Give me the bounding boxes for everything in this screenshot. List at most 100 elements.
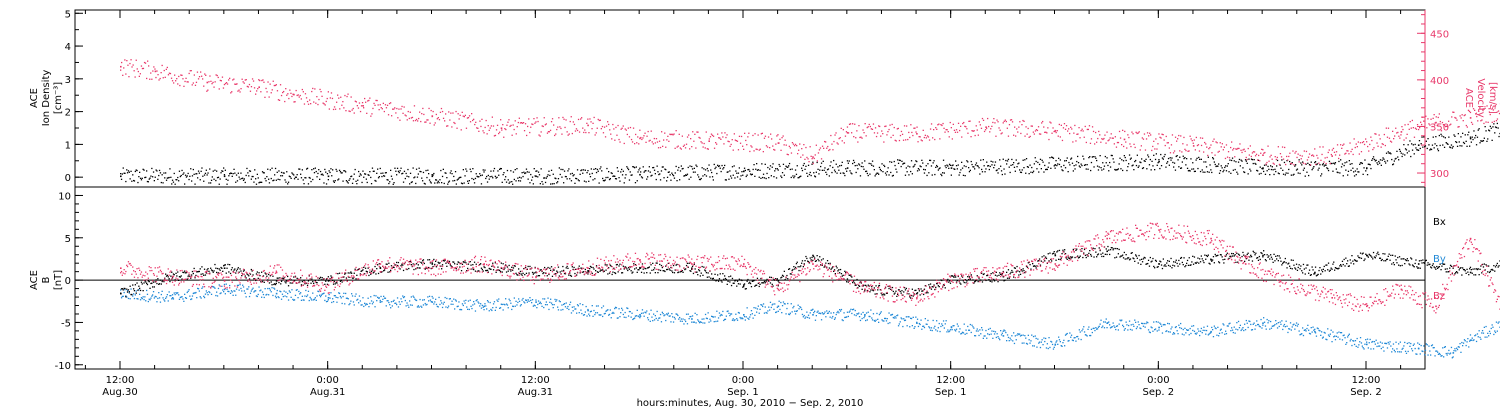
density-point <box>269 169 271 171</box>
density-point <box>467 182 470 184</box>
by-point <box>1243 329 1245 332</box>
velocity-point <box>222 87 225 89</box>
by-point <box>1289 322 1292 324</box>
by-point <box>286 296 288 298</box>
density-point <box>632 166 634 168</box>
density-point <box>492 177 494 179</box>
velocity-point <box>434 122 436 124</box>
density-point <box>871 160 874 162</box>
by-point <box>673 316 676 319</box>
velocity-point <box>397 117 399 119</box>
velocity-point <box>953 129 956 131</box>
density-point <box>287 181 290 183</box>
by-point <box>370 296 372 298</box>
by-point <box>1217 326 1219 328</box>
velocity-point <box>1435 116 1437 118</box>
density-point <box>1070 158 1072 160</box>
by-point <box>1339 338 1341 340</box>
density-point <box>668 171 670 173</box>
x-axis: 12:00Aug.300:00Aug.3112:00Aug.310:00Sep.… <box>102 10 1382 398</box>
by-point <box>1379 341 1382 343</box>
velocity-point <box>651 141 653 143</box>
density-point <box>971 163 973 166</box>
density-point <box>1220 165 1222 167</box>
by-point <box>1223 324 1225 326</box>
by-point <box>503 303 505 305</box>
density-point <box>1069 164 1071 166</box>
by-point <box>890 314 892 316</box>
velocity-point <box>333 106 336 108</box>
by-point <box>1429 350 1431 352</box>
velocity-point <box>983 130 986 133</box>
density-point <box>504 178 506 181</box>
by-point <box>763 312 766 314</box>
by-point <box>592 315 594 317</box>
velocity-point <box>1253 151 1256 153</box>
by-point <box>987 328 990 330</box>
density-point <box>1420 143 1422 145</box>
by-point <box>1276 327 1279 329</box>
by-point <box>443 301 445 303</box>
density-point <box>201 167 203 169</box>
velocity-point <box>459 114 461 116</box>
by-point <box>478 302 480 304</box>
by-point <box>441 302 443 304</box>
by-point <box>1401 348 1403 350</box>
by-point <box>569 301 572 303</box>
by-point <box>1317 327 1319 330</box>
velocity-point <box>1258 154 1260 157</box>
by-point <box>309 296 311 299</box>
by-point <box>281 293 284 295</box>
density-point <box>282 172 284 174</box>
density-point <box>536 170 538 172</box>
velocity-point <box>163 69 165 72</box>
velocity-point <box>186 81 188 83</box>
top-left-tick-label: 1 <box>65 140 71 151</box>
velocity-point <box>1406 133 1408 135</box>
density-point <box>750 174 753 176</box>
density-point <box>927 163 929 165</box>
density-point <box>242 177 244 179</box>
by-point <box>559 301 561 303</box>
velocity-point <box>340 96 342 98</box>
density-point <box>1323 165 1325 167</box>
velocity-point <box>1174 136 1177 138</box>
by-point <box>338 292 340 294</box>
velocity-point <box>398 108 400 110</box>
density-point <box>1182 155 1184 157</box>
density-point <box>598 182 600 184</box>
density-point <box>809 171 811 174</box>
by-point <box>1211 326 1213 329</box>
density-point <box>505 181 508 183</box>
velocity-point <box>1184 148 1186 150</box>
velocity-point <box>1339 154 1341 156</box>
by-point <box>161 290 163 292</box>
by-point <box>154 295 156 298</box>
velocity-point <box>467 117 470 119</box>
density-point <box>1195 159 1197 161</box>
velocity-point <box>130 59 132 61</box>
density-point <box>613 175 615 177</box>
by-point <box>255 290 257 292</box>
density-point <box>353 173 355 175</box>
density-point <box>1094 156 1096 158</box>
velocity-point <box>363 107 365 109</box>
by-point <box>679 316 681 319</box>
velocity-point <box>1029 135 1031 138</box>
velocity-point <box>1171 134 1174 136</box>
density-point <box>948 163 951 165</box>
density-point <box>1382 157 1384 159</box>
density-point <box>1242 167 1244 169</box>
by-point <box>387 300 389 302</box>
velocity-point <box>170 77 173 79</box>
density-point <box>867 174 869 177</box>
by-point <box>232 294 234 296</box>
velocity-point <box>1130 145 1132 148</box>
by-point <box>359 300 361 302</box>
density-point <box>835 163 837 165</box>
density-point <box>376 172 378 174</box>
density-point <box>602 177 604 180</box>
density-point <box>497 170 499 172</box>
by-point <box>1481 330 1484 332</box>
velocity-point <box>177 83 179 85</box>
